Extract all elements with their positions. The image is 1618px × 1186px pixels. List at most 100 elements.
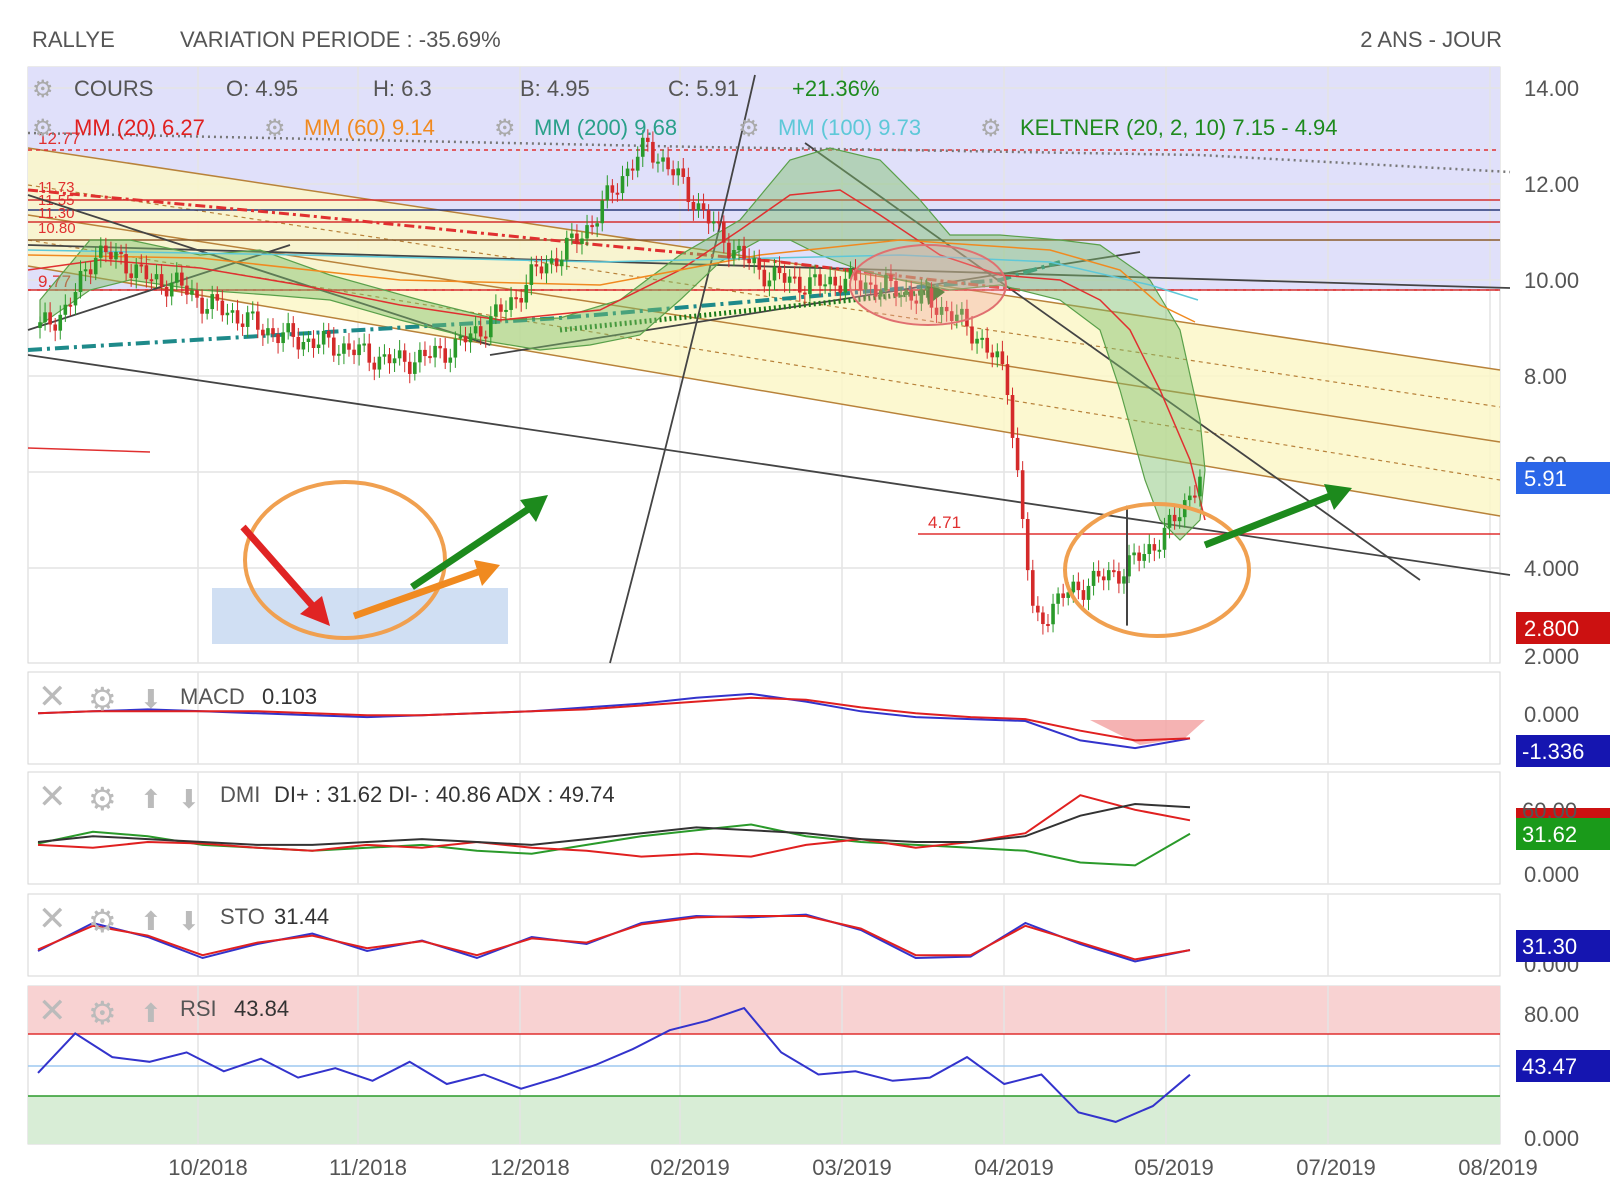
candle-body: [443, 348, 448, 363]
sto-name: STO: [220, 904, 265, 929]
candle-body: [868, 282, 873, 285]
candle-body: [782, 273, 787, 283]
rsi-panel: ✕ ⚙ ⬆ RSI 43.84 80.00 43.47 0.000: [27, 985, 1610, 1151]
sto-gear-icon[interactable]: ⚙: [88, 903, 117, 939]
dmi-down-icon[interactable]: ⬇: [178, 784, 200, 814]
candle-body: [494, 304, 498, 317]
candle-body: [98, 245, 103, 258]
keltner-gear-icon[interactable]: ⚙: [980, 115, 1002, 142]
x-tick-10-2018: 10/2018: [168, 1155, 248, 1180]
x-tick-11-2018: 11/2018: [329, 1155, 407, 1180]
candle-body: [1046, 624, 1050, 627]
candle-body: [651, 141, 655, 163]
candle-body: [1162, 527, 1167, 550]
candle-body: [68, 304, 73, 307]
candle-body: [458, 336, 463, 339]
dmi-close-icon[interactable]: ✕: [38, 778, 67, 816]
mm200-gear-icon[interactable]: ⚙: [494, 115, 516, 142]
macd-axis-0: 0.000: [1524, 702, 1579, 727]
candle-body: [159, 274, 164, 287]
candle-body: [190, 290, 194, 295]
candle-body: [174, 272, 179, 283]
candle-body: [1066, 592, 1071, 598]
candle-body: [240, 323, 245, 327]
green-arrow-right: [1203, 484, 1352, 549]
orange-ellipse-left: [243, 480, 447, 640]
rsi-close-icon[interactable]: ✕: [38, 992, 67, 1030]
dmi-gear-icon[interactable]: ⚙: [88, 781, 117, 817]
candle-body: [63, 304, 68, 315]
candle-body: [787, 276, 792, 283]
candles: [38, 129, 1202, 635]
macd-down-icon[interactable]: ⬇: [140, 684, 162, 714]
candle-body: [995, 351, 1000, 358]
candle-body: [1101, 576, 1106, 581]
candle-body: [960, 308, 964, 315]
candle-body: [220, 300, 225, 316]
candle-body: [610, 185, 615, 193]
candle-body: [899, 294, 903, 297]
candle-body: [316, 344, 321, 349]
candle-body: [863, 282, 868, 290]
candle-body: [58, 314, 63, 331]
candle-body: [291, 323, 296, 337]
dmi-panel: ✕ ⚙ ⬆ ⬇ DMI DI+ : 31.62 DI- : 40.86 ADX …: [27, 771, 1610, 887]
candle-body: [1142, 554, 1147, 561]
keltner-label: KELTNER (20, 2, 10) 7.15 - 4.94: [1020, 115, 1338, 140]
candle-body: [549, 258, 554, 264]
candle-body: [909, 290, 914, 301]
x-tick-05-2019: 05/2019: [1134, 1155, 1214, 1180]
candle-body: [808, 277, 812, 295]
sto-d-line: [37, 915, 1191, 961]
sto-up-icon[interactable]: ⬆: [140, 906, 162, 936]
candle-body: [722, 221, 726, 243]
candle-body: [38, 322, 42, 328]
sto-down-icon[interactable]: ⬇: [178, 906, 200, 936]
candle-body: [286, 323, 290, 333]
candle-body: [326, 330, 331, 338]
mm60-gear-icon[interactable]: ⚙: [264, 115, 286, 142]
candle-body: [615, 192, 620, 195]
dmi-up-icon[interactable]: ⬆: [140, 784, 162, 814]
candle-body: [1071, 581, 1076, 593]
candle-body: [519, 298, 523, 303]
candle-body: [853, 268, 858, 281]
candle-body: [975, 338, 979, 344]
candle-body: [114, 251, 118, 260]
candle-body: [347, 343, 351, 350]
rsi-gear-icon[interactable]: ⚙: [88, 995, 117, 1031]
macd-name: MACD: [180, 684, 245, 709]
sto-tag: 31.30: [1522, 934, 1577, 959]
rsi-up-icon[interactable]: ⬆: [140, 998, 162, 1028]
macd-close-icon[interactable]: ✕: [38, 678, 67, 716]
candle-body: [418, 349, 422, 363]
candle-body: [134, 264, 139, 278]
candle-body: [154, 274, 159, 280]
candle-body: [747, 258, 751, 264]
rsi-tag: 43.47: [1522, 1054, 1577, 1079]
candle-body: [539, 266, 544, 274]
rsi-oversold-zone: [28, 1096, 1500, 1144]
level-9-77: 9.77: [38, 272, 71, 291]
x-tick-03-2019: 03/2019: [812, 1155, 892, 1180]
period-label[interactable]: 2 ANS - JOUR: [1360, 27, 1502, 52]
candle-body: [250, 311, 255, 314]
candle-body: [646, 137, 650, 142]
mm20-gear-icon[interactable]: ⚙: [32, 115, 54, 142]
mm100-gear-icon[interactable]: ⚙: [738, 115, 760, 142]
settings-gear-icon[interactable]: ⚙: [32, 76, 54, 103]
candle-body: [53, 324, 57, 331]
rsi-tag-bg: [1516, 1050, 1610, 1082]
candle-body: [281, 332, 285, 344]
sto-value: 31.44: [274, 904, 329, 929]
tick-8: 8.00: [1524, 364, 1567, 389]
sto-close-icon[interactable]: ✕: [38, 900, 67, 938]
macd-gear-icon[interactable]: ⚙: [88, 681, 117, 717]
candle-body: [357, 344, 361, 356]
candle-body: [180, 272, 184, 286]
rsi-overbought-zone: [28, 986, 1500, 1034]
candle-body: [970, 326, 974, 344]
candle-body: [661, 157, 665, 162]
candle-body: [944, 306, 949, 312]
candle-body: [990, 352, 995, 358]
